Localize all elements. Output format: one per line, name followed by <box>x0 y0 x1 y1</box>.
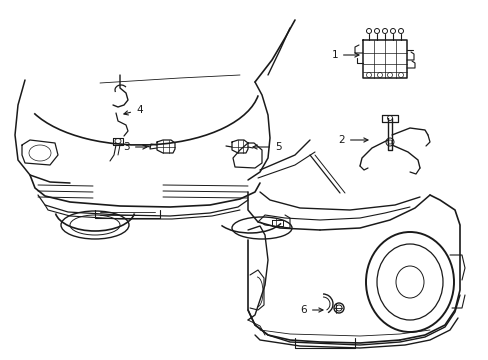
Text: 6: 6 <box>300 305 322 315</box>
Text: 4: 4 <box>123 105 142 115</box>
Text: 3: 3 <box>123 142 147 152</box>
Text: 2: 2 <box>338 135 367 145</box>
Text: 5: 5 <box>252 142 281 152</box>
Text: 1: 1 <box>331 50 358 60</box>
